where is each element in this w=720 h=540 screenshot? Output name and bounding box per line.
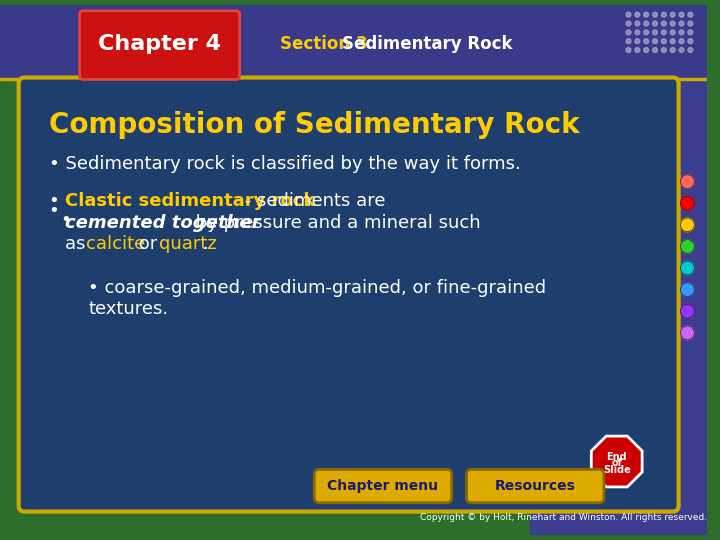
Circle shape [644,48,649,52]
Circle shape [626,48,631,52]
Text: as: as [65,235,91,253]
Circle shape [635,12,640,17]
FancyBboxPatch shape [467,469,604,503]
Circle shape [635,39,640,44]
Text: • coarse-grained, medium-grained, or fine-grained: • coarse-grained, medium-grained, or fin… [89,279,546,296]
Text: textures.: textures. [89,300,168,318]
Bar [0,5,531,535]
Circle shape [688,12,693,17]
FancyBboxPatch shape [79,11,240,79]
Circle shape [644,30,649,35]
Circle shape [679,12,684,17]
Bar [0,5,707,78]
Circle shape [652,30,657,35]
Circle shape [680,218,694,232]
Circle shape [680,240,694,253]
Circle shape [652,21,657,26]
Circle shape [626,21,631,26]
Bar [531,5,707,535]
Circle shape [688,48,693,52]
Text: .: . [202,235,208,253]
Text: by pressure and a mineral such: by pressure and a mineral such [190,214,481,232]
Circle shape [688,21,693,26]
Text: •: • [61,211,77,229]
Text: - sediments are: - sediments are [239,192,386,210]
Circle shape [662,30,666,35]
Text: calcite: calcite [86,235,145,253]
Text: cemented together: cemented together [65,214,261,232]
Circle shape [662,21,666,26]
Text: Copyright © by Holt, Rinehart and Winston. All rights reserved.: Copyright © by Holt, Rinehart and Winsto… [420,513,707,522]
Circle shape [626,30,631,35]
Text: or: or [132,235,163,253]
Text: Sedimentary Rock: Sedimentary Rock [342,35,512,53]
Circle shape [662,48,666,52]
Circle shape [670,39,675,44]
Circle shape [680,283,694,296]
Text: • Sedimentary rock is classified by the way it forms.: • Sedimentary rock is classified by the … [49,155,521,173]
Polygon shape [591,436,642,487]
Circle shape [670,12,675,17]
Circle shape [626,39,631,44]
Text: •: • [49,192,66,210]
Circle shape [644,39,649,44]
Circle shape [670,21,675,26]
Circle shape [652,48,657,52]
Circle shape [652,39,657,44]
Text: Chapter menu: Chapter menu [328,479,438,493]
FancyBboxPatch shape [314,469,451,503]
Circle shape [688,39,693,44]
Circle shape [662,39,666,44]
FancyBboxPatch shape [19,78,678,511]
Text: Clastic sedimentary rock: Clastic sedimentary rock [65,192,315,210]
Text: quartz: quartz [159,235,217,253]
Text: Slide: Slide [603,465,631,475]
Circle shape [680,261,694,275]
Circle shape [679,39,684,44]
Circle shape [679,30,684,35]
Text: of: of [611,458,622,469]
Circle shape [626,12,631,17]
Circle shape [662,12,666,17]
Text: Section 3: Section 3 [280,35,367,53]
Text: Composition of Sedimentary Rock: Composition of Sedimentary Rock [49,111,580,139]
Circle shape [680,305,694,318]
Circle shape [688,30,693,35]
Circle shape [644,21,649,26]
Circle shape [670,48,675,52]
Circle shape [670,30,675,35]
Circle shape [635,48,640,52]
Circle shape [635,21,640,26]
Circle shape [680,326,694,340]
Text: Chapter 4: Chapter 4 [98,34,220,54]
Text: •: • [49,202,66,220]
Circle shape [652,12,657,17]
Circle shape [679,21,684,26]
Circle shape [635,30,640,35]
Text: Resources: Resources [495,479,576,493]
Circle shape [680,197,694,210]
Circle shape [644,12,649,17]
Circle shape [680,175,694,188]
Circle shape [679,48,684,52]
Text: End: End [606,451,627,462]
